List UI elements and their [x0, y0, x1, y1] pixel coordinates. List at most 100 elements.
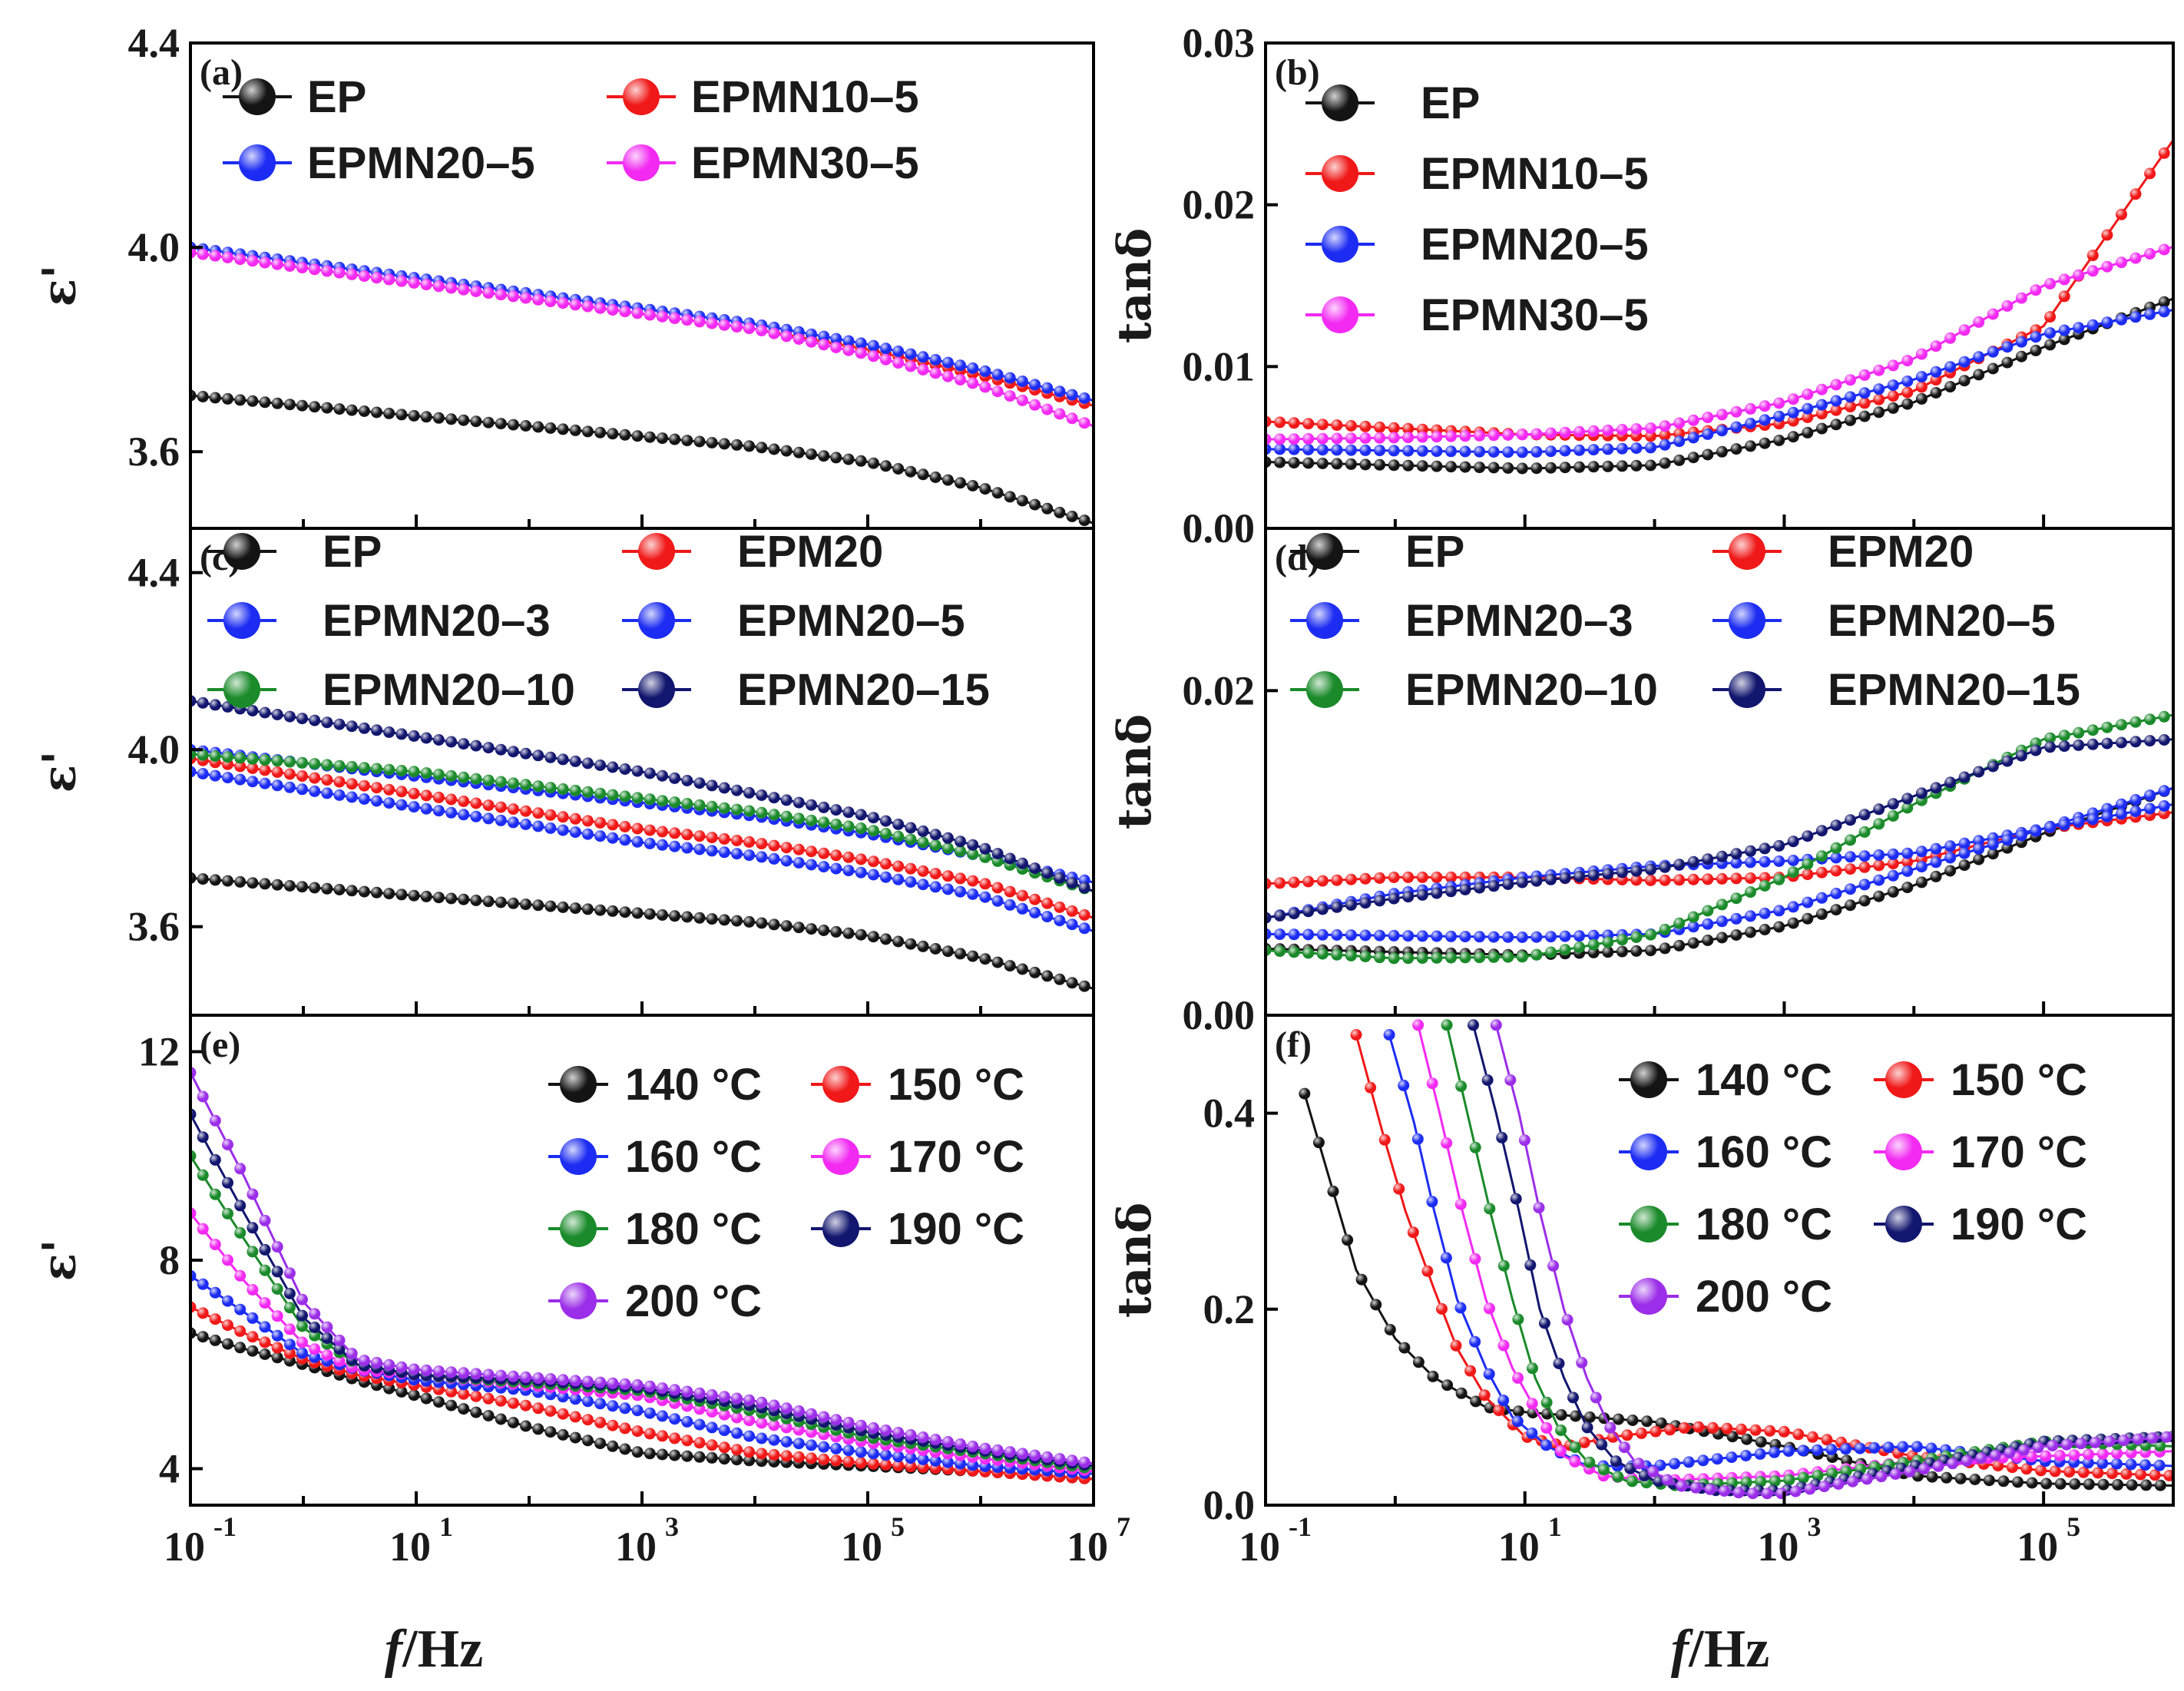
data-point — [681, 798, 693, 809]
data-point — [209, 1286, 221, 1299]
series-line — [1266, 786, 2173, 957]
data-point — [2101, 721, 2113, 733]
data-point — [222, 392, 233, 405]
data-point — [544, 782, 557, 794]
data-point — [259, 1336, 271, 1348]
data-point — [793, 857, 805, 869]
data-point — [842, 1416, 855, 1428]
data-point — [1861, 1473, 1873, 1485]
data-point — [259, 707, 271, 719]
data-point — [967, 480, 979, 491]
data-point — [1787, 393, 1799, 405]
data-point — [1830, 888, 1842, 899]
data-point — [818, 801, 830, 813]
data-point — [905, 465, 917, 478]
data-point — [495, 814, 507, 826]
data-point — [1958, 771, 1971, 783]
data-point — [1687, 432, 1699, 444]
data-point — [1873, 364, 1885, 376]
data-point — [1402, 445, 1415, 457]
data-point — [2083, 1478, 2095, 1491]
data-point — [507, 1417, 519, 1428]
data-point — [1066, 977, 1078, 989]
data-point — [718, 1441, 730, 1454]
data-point — [892, 346, 905, 357]
data-point — [495, 1369, 507, 1382]
data-point — [979, 1442, 991, 1454]
data-point — [2101, 229, 2113, 241]
data-point — [2073, 322, 2085, 334]
data-point — [507, 746, 519, 758]
data-point — [408, 801, 420, 813]
data-point — [955, 477, 966, 489]
data-point — [1583, 1456, 1596, 1468]
data-point — [669, 312, 681, 324]
data-point — [1431, 431, 1443, 443]
data-point — [2101, 810, 2113, 822]
data-point — [1773, 905, 1785, 917]
data-point — [2126, 1479, 2138, 1491]
data-point — [1873, 890, 1885, 902]
data-point — [2158, 147, 2170, 159]
x-label-unit: /Hz — [1688, 1620, 1769, 1679]
data-point — [1659, 874, 1671, 886]
data-point — [2030, 344, 2042, 356]
data-point — [1545, 873, 1557, 885]
data-point — [967, 950, 979, 962]
legend-marker — [1306, 533, 1343, 570]
data-point — [2044, 339, 2057, 351]
data-point — [470, 810, 482, 822]
data-point — [793, 1405, 805, 1417]
data-point — [2015, 350, 2027, 362]
data-point — [1412, 1356, 1425, 1368]
data-point — [2154, 1440, 2166, 1452]
data-point — [1374, 445, 1386, 457]
series-EP — [190, 872, 1094, 992]
data-point — [693, 843, 706, 855]
data-point — [793, 922, 805, 934]
legend-item: 150 °C — [1874, 1055, 2087, 1105]
data-point — [768, 1448, 780, 1461]
data-point — [259, 1243, 271, 1256]
data-point — [594, 904, 607, 916]
data-point — [1545, 462, 1557, 474]
data-point — [1747, 1487, 1759, 1500]
data-point — [1016, 963, 1028, 975]
data-point — [967, 888, 979, 900]
data-point — [607, 1440, 619, 1452]
data-point — [1016, 495, 1028, 507]
data-point — [681, 1435, 693, 1447]
data-point — [557, 297, 569, 309]
data-point — [1759, 400, 1771, 412]
data-point — [209, 1114, 221, 1127]
data-point — [1973, 842, 1985, 855]
data-point — [432, 280, 445, 293]
data-point — [1647, 1465, 1660, 1478]
data-point — [1316, 903, 1329, 915]
data-point — [1958, 847, 1971, 859]
data-point — [967, 1459, 979, 1471]
data-point — [544, 1373, 557, 1385]
data-point — [321, 265, 333, 277]
data-point — [867, 1448, 879, 1460]
data-point — [1702, 905, 1714, 917]
data-point — [222, 1139, 233, 1150]
data-point — [1054, 901, 1066, 913]
series-line — [190, 394, 1094, 525]
data-point — [2116, 736, 2127, 749]
data-point — [1845, 391, 1856, 403]
data-point — [756, 917, 768, 929]
data-point — [842, 865, 855, 877]
data-point — [1702, 412, 1714, 424]
data-point — [1815, 892, 1828, 904]
data-point — [1527, 1362, 1538, 1375]
data-point — [1630, 423, 1643, 435]
data-point — [1016, 857, 1028, 869]
data-point — [283, 1288, 296, 1299]
data-point — [880, 460, 892, 472]
data-point — [917, 940, 929, 952]
data-point — [1374, 929, 1386, 941]
data-point — [2158, 296, 2170, 308]
data-point — [458, 809, 470, 821]
data-point — [594, 302, 607, 314]
